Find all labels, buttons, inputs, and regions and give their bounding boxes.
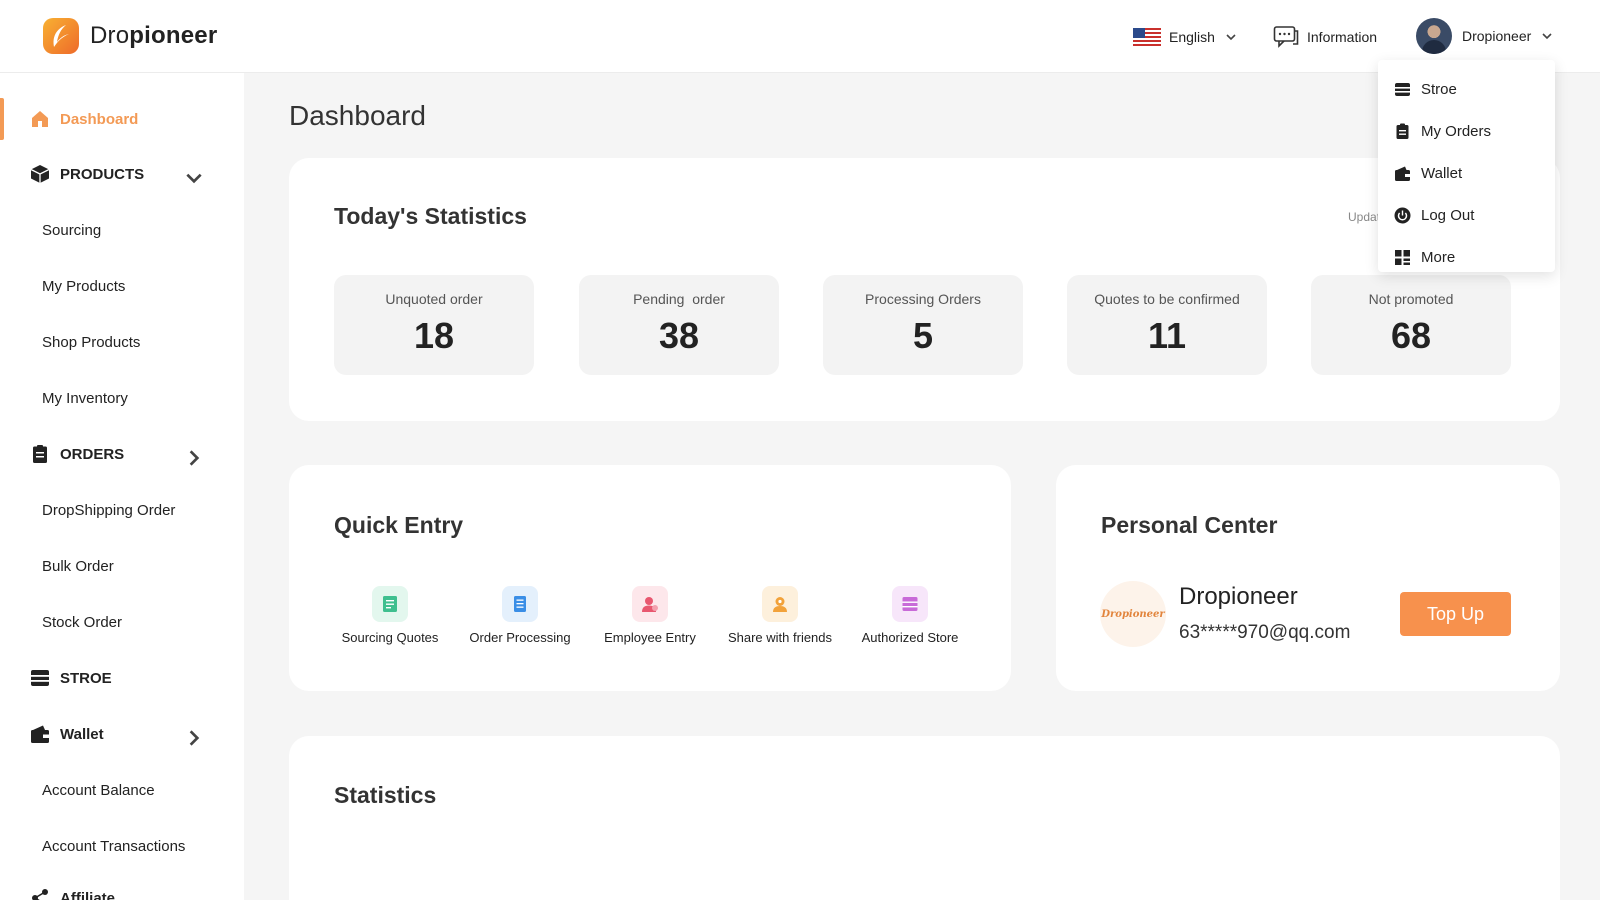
document-icon — [514, 596, 526, 612]
us-flag-icon — [1133, 28, 1161, 46]
chevron-down-icon — [186, 173, 202, 184]
logo-text: Dropioneer — [90, 22, 218, 49]
page-title: Dashboard — [289, 100, 426, 131]
friends-icon — [773, 597, 787, 612]
sidebar-item-account-balance[interactable]: Account Balance — [42, 781, 155, 799]
account-email: 63*****970@qq.com — [1179, 622, 1351, 643]
account-name: Dropioneer — [1179, 583, 1298, 610]
power-icon — [1394, 207, 1411, 223]
chevron-right-icon — [189, 450, 200, 466]
user-dropdown-menu: Stroe My Orders Wallet Log Out More — [1378, 60, 1555, 272]
wallet-icon — [1395, 166, 1410, 181]
chevron-right-icon — [189, 730, 200, 746]
todays-statistics-title: Today's Statistics — [334, 203, 527, 229]
avatar — [1416, 18, 1452, 54]
stat-not-promoted[interactable]: Not promoted 68 — [1311, 275, 1511, 375]
sidebar-item-shop-products[interactable]: Shop Products — [42, 333, 141, 351]
stat-processing-orders[interactable]: Processing Orders 5 — [823, 275, 1023, 375]
language-selector[interactable]: English — [1133, 22, 1237, 52]
dropdown-item-my-orders[interactable]: My Orders — [1378, 110, 1555, 152]
stat-pending-order[interactable]: Pending order 38 — [579, 275, 779, 375]
logo-mark-icon — [43, 18, 79, 54]
sidebar-item-dashboard[interactable]: Dashboard — [0, 99, 244, 139]
chevron-down-icon — [1226, 34, 1236, 41]
sidebar-item-bulk-order[interactable]: Bulk Order — [42, 557, 114, 575]
top-up-button[interactable]: Top Up — [1400, 592, 1511, 636]
quick-entry-employee-entry[interactable]: Employee Entry — [590, 586, 710, 645]
authorized-store-icon — [902, 597, 918, 611]
dropdown-item-wallet[interactable]: Wallet — [1378, 152, 1555, 194]
box-icon — [30, 165, 50, 183]
sidebar-item-sourcing[interactable]: Sourcing — [42, 221, 102, 239]
quick-entry-share-with-friends[interactable]: Share with friends — [720, 586, 840, 645]
quick-entry-card — [289, 465, 1011, 691]
sidebar-item-my-products[interactable]: My Products — [42, 277, 126, 295]
user-name: Dropioneer — [1462, 28, 1532, 44]
stat-quotes-to-be-confirmed[interactable]: Quotes to be confirmed 11 — [1067, 275, 1267, 375]
personal-center-card — [1056, 465, 1560, 691]
dropdown-item-more[interactable]: More — [1378, 236, 1555, 278]
message-icon — [1273, 26, 1299, 48]
user-menu[interactable]: Dropioneer — [1416, 17, 1553, 55]
updated-text: Updat — [1348, 210, 1381, 224]
sidebar-item-affiliate[interactable]: Affiliate — [0, 878, 244, 900]
sidebar-item-my-inventory[interactable]: My Inventory — [42, 389, 128, 407]
information-label: Information — [1307, 29, 1378, 45]
sidebar-item-wallet[interactable]: Wallet — [0, 714, 244, 754]
sidebar: Dashboard PRODUCTS Sourcing My Products … — [0, 73, 244, 900]
brand-avatar: Dropioneer — [1100, 581, 1166, 647]
information-link[interactable]: Information — [1273, 22, 1377, 52]
sidebar-item-dropshipping-order[interactable]: DropShipping Order — [42, 501, 176, 519]
dropdown-item-log-out[interactable]: Log Out — [1378, 194, 1555, 236]
app-logo[interactable]: Dropioneer — [42, 17, 217, 55]
statistics-card — [289, 736, 1560, 900]
active-indicator — [0, 98, 4, 140]
language-label: English — [1169, 29, 1215, 45]
statistics-title: Statistics — [334, 782, 437, 808]
orders-icon — [1396, 123, 1409, 139]
chevron-down-icon — [1542, 33, 1552, 40]
store-icon — [31, 670, 49, 686]
store-icon — [1395, 82, 1410, 96]
wallet-icon — [31, 725, 49, 743]
quick-entry-order-processing[interactable]: Order Processing — [460, 586, 580, 645]
personal-center-title: Personal Center — [1101, 512, 1278, 538]
quote-sheet-icon — [383, 596, 397, 612]
sidebar-item-store[interactable]: STROE — [0, 658, 244, 698]
dropdown-item-store[interactable]: Stroe — [1378, 68, 1555, 110]
quick-entry-authorized-store[interactable]: Authorized Store — [850, 586, 970, 645]
quick-entry-sourcing-quotes[interactable]: Sourcing Quotes — [330, 586, 450, 645]
employee-icon — [642, 597, 658, 612]
grid-icon — [1395, 249, 1410, 265]
sidebar-item-products[interactable]: PRODUCTS — [0, 154, 244, 194]
home-icon — [32, 111, 48, 127]
sidebar-item-stock-order[interactable]: Stock Order — [42, 613, 123, 631]
sidebar-item-account-transactions[interactable]: Account Transactions — [42, 837, 186, 855]
top-header: Dropioneer English Information Dropionee… — [0, 0, 1600, 73]
clipboard-icon — [33, 445, 47, 463]
share-icon — [32, 889, 48, 900]
sidebar-item-orders[interactable]: ORDERS — [0, 434, 244, 474]
quick-entry-title: Quick Entry — [334, 512, 464, 538]
stat-unquoted-order[interactable]: Unquoted order 18 — [334, 275, 534, 375]
